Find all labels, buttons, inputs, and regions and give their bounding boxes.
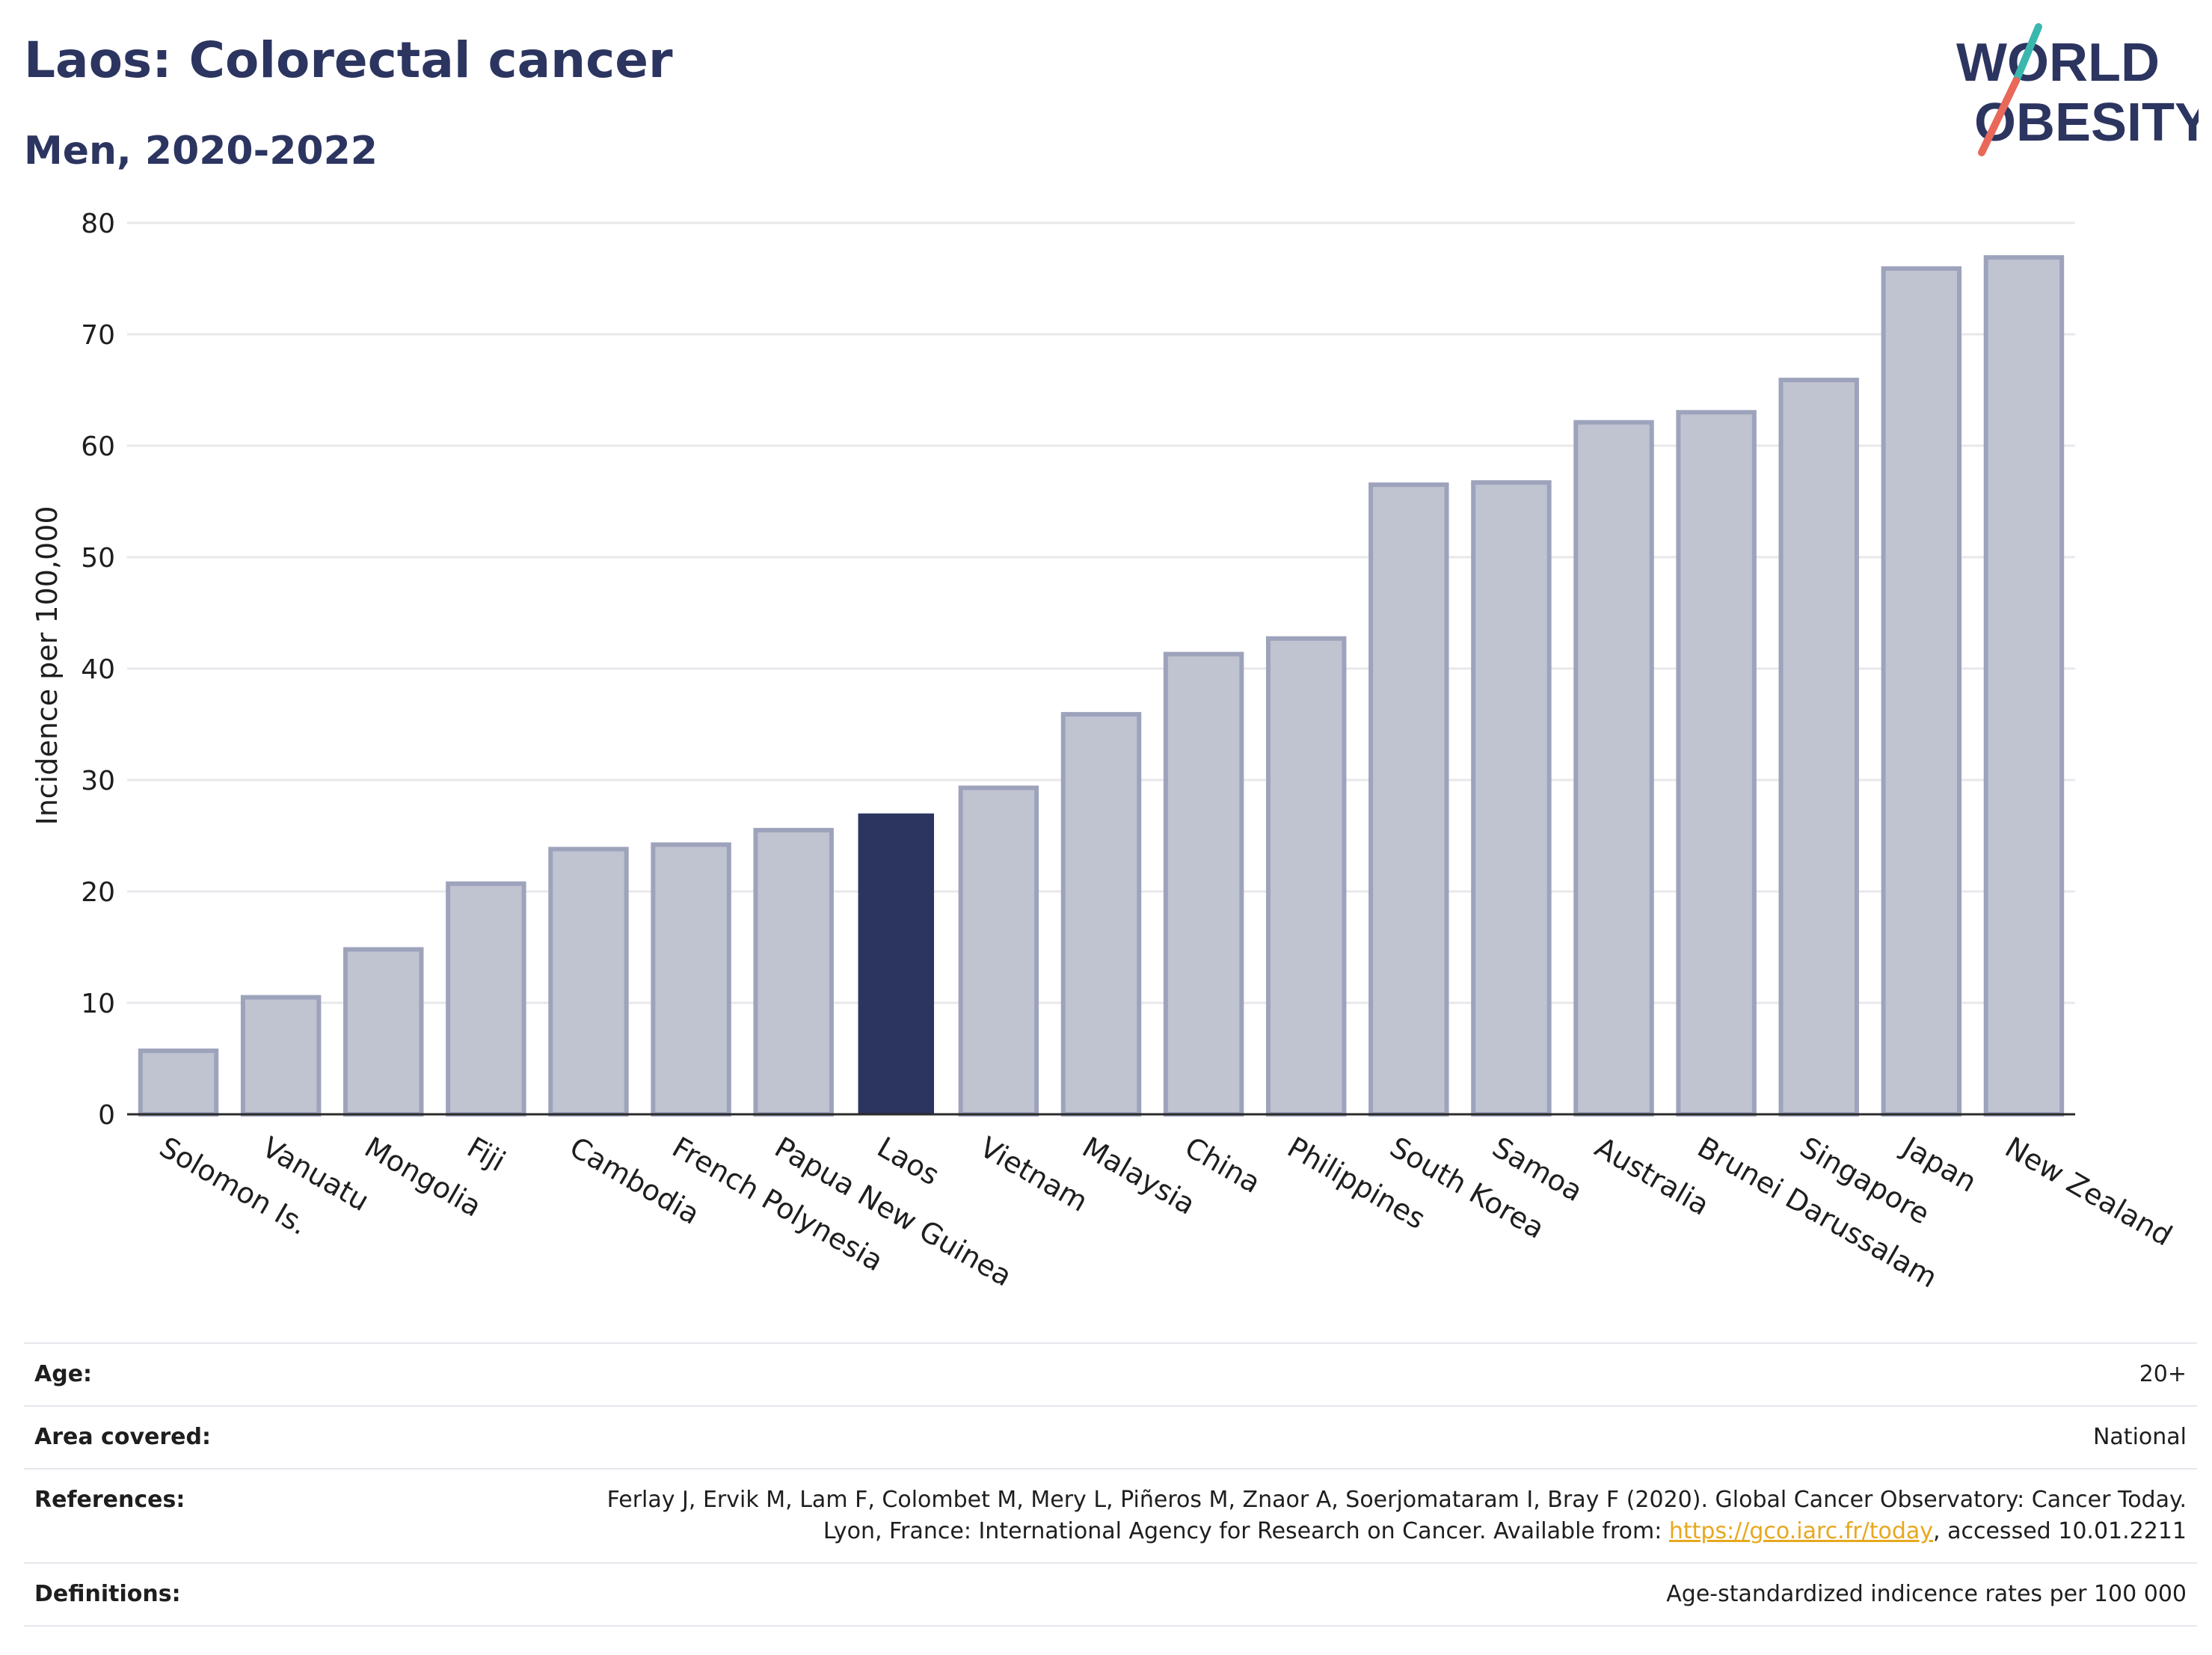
- bar: [1163, 651, 1244, 1117]
- bar: [1881, 266, 1962, 1117]
- bar: [343, 947, 424, 1117]
- age-label: Age:: [34, 1361, 93, 1387]
- bar: [1471, 480, 1552, 1117]
- bar-highlight: [858, 813, 935, 1114]
- info-row-area: Area covered: National: [24, 1407, 2197, 1470]
- bar: [446, 881, 526, 1117]
- bar: [1676, 410, 1757, 1117]
- y-tick-label: 50: [81, 543, 115, 574]
- info-row-references: References: Ferlay J, Ervik M, Lam F, Co…: [24, 1470, 2197, 1564]
- area-value: National: [2092, 1424, 2187, 1450]
- bar: [138, 1048, 219, 1117]
- bar: [240, 995, 322, 1117]
- references-label: References:: [34, 1487, 185, 1513]
- bar: [651, 842, 731, 1117]
- y-tick-label: 60: [81, 432, 115, 462]
- world-obesity-logo: WORLD OBESITY: [1956, 23, 2199, 156]
- y-tick-label: 0: [98, 1100, 115, 1131]
- y-tick-label: 10: [81, 989, 115, 1019]
- info-row-age: Age: 20+: [24, 1344, 2197, 1407]
- definitions-label: Definitions:: [34, 1581, 181, 1607]
- y-tick-label: 70: [81, 320, 115, 351]
- bar: [1983, 255, 2065, 1117]
- bar: [1368, 482, 1449, 1117]
- logo-slash-red: [1978, 77, 2020, 156]
- info-table: Age: 20+ Area covered: National Referenc…: [24, 1342, 2197, 1627]
- bar: [1265, 636, 1347, 1117]
- x-tick-label: Australia: [1590, 1131, 1715, 1222]
- logo-slash-teal: [2012, 23, 2042, 85]
- x-tick-label: Laos: [872, 1131, 945, 1192]
- bar: [1573, 420, 1654, 1117]
- references-text: Ferlay J, Ervik M, Lam F, Colombet M, Me…: [606, 1487, 2187, 1544]
- y-tick-label: 30: [81, 766, 115, 796]
- y-tick-label: 20: [81, 877, 115, 908]
- bar-chart: 0 10 20 30 40 50 60 70 80 Solomon Is.VanuatuMong…: [31, 209, 2178, 1295]
- y-tick-label: 40: [81, 654, 115, 685]
- references-value: Ferlay J, Ervik M, Lam F, Colombet M, Me…: [571, 1484, 2187, 1547]
- chart-subtitle: Men, 2020-2022: [24, 129, 378, 174]
- info-row-definitions: Definitions: Age-standardized indicence …: [24, 1564, 2197, 1627]
- bar: [1778, 378, 1859, 1117]
- x-tick-label: Vietnam: [974, 1131, 1093, 1218]
- x-tick-label: Mongolia: [359, 1131, 487, 1223]
- area-label: Area covered:: [34, 1424, 211, 1450]
- x-tick-label: Fiji: [461, 1131, 511, 1178]
- x-tick-label: New Zealand: [2000, 1131, 2178, 1253]
- age-value: 20+: [2139, 1361, 2187, 1387]
- bars: [138, 255, 2065, 1117]
- bar: [958, 785, 1039, 1117]
- y-axis-label: Incidence per 100,000: [31, 506, 64, 825]
- bar: [548, 847, 629, 1117]
- references-accessed: , accessed 10.01.2211: [1933, 1518, 2187, 1544]
- bar: [1060, 712, 1142, 1117]
- y-tick-labels: 0 10 20 30 40 50 60 70 80: [81, 209, 115, 1131]
- references-link[interactable]: https://gco.iarc.fr/today: [1668, 1518, 1934, 1544]
- bar: [753, 828, 834, 1117]
- x-tick-label: Malaysia: [1077, 1131, 1201, 1221]
- logo-line1: WORLD: [1956, 33, 2160, 93]
- y-tick-label: 80: [81, 209, 115, 239]
- chart-title: Laos: Colorectal cancer: [24, 31, 673, 89]
- logo-line2: OBESITY: [1974, 93, 2199, 153]
- definitions-value: Age-standardized indicence rates per 100…: [1666, 1581, 2187, 1607]
